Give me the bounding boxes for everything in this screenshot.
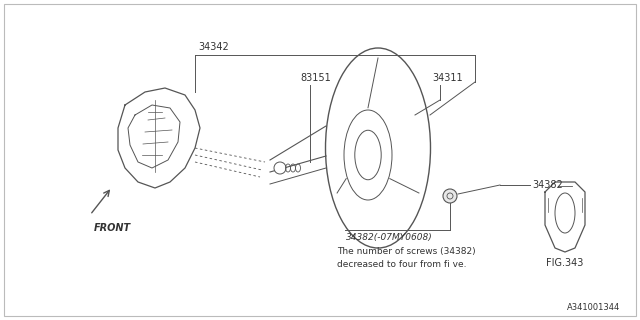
Text: decreased to four from fi ve.: decreased to four from fi ve.	[337, 260, 467, 269]
Text: FRONT: FRONT	[94, 223, 131, 233]
Circle shape	[443, 189, 457, 203]
Ellipse shape	[344, 110, 392, 200]
Text: A341001344: A341001344	[567, 303, 620, 312]
Ellipse shape	[355, 130, 381, 180]
Text: 34382: 34382	[532, 180, 563, 190]
Text: The number of screws (34382): The number of screws (34382)	[337, 247, 476, 256]
Text: FIG.343: FIG.343	[547, 258, 584, 268]
Circle shape	[274, 162, 286, 174]
Text: 34311: 34311	[432, 73, 463, 83]
Text: 83151: 83151	[300, 73, 331, 83]
Text: 34382(-07MY0608): 34382(-07MY0608)	[346, 233, 433, 242]
Ellipse shape	[326, 48, 431, 248]
Text: 34342: 34342	[198, 42, 228, 52]
